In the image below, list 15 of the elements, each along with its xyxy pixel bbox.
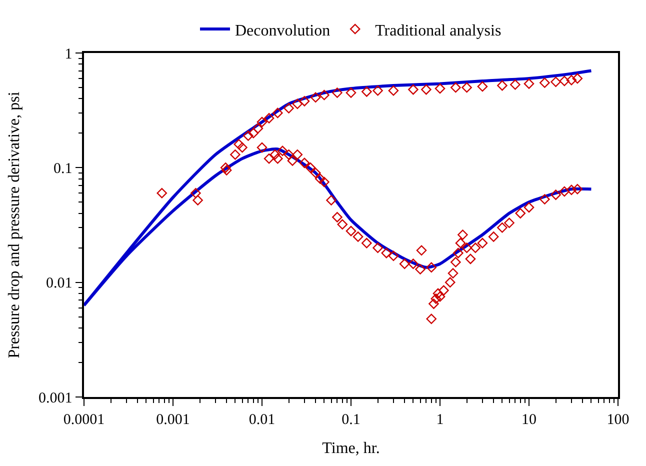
x-tick-label: 0.01 bbox=[248, 412, 276, 428]
y-tick-label: 0.01 bbox=[46, 276, 72, 292]
y-axis-title: Pressure drop and pressure derivative, psi bbox=[6, 91, 23, 358]
x-axis-title: Time, hr. bbox=[322, 440, 380, 457]
y-tick-label: 0.001 bbox=[38, 390, 72, 406]
legend-label: Traditional analysis bbox=[375, 22, 502, 40]
x-tick-label: 0.1 bbox=[342, 412, 360, 428]
legend-label: Deconvolution bbox=[235, 22, 330, 40]
x-tick-label: 10 bbox=[522, 412, 536, 428]
x-tick-label: 1 bbox=[436, 412, 444, 428]
y-tick-label: 1 bbox=[64, 46, 72, 62]
x-tick-label: 0.0001 bbox=[63, 412, 105, 428]
y-tick-label: 0.1 bbox=[54, 160, 72, 177]
x-tick-label: 100 bbox=[606, 412, 630, 428]
x-tick-label: 0.001 bbox=[156, 412, 190, 428]
